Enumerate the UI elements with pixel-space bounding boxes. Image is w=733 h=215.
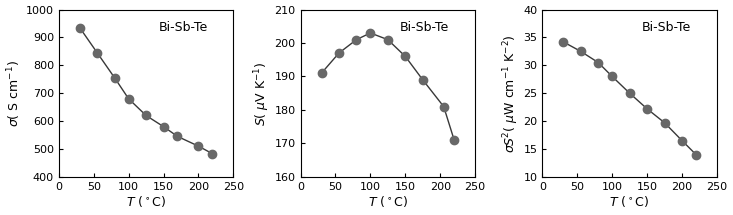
Text: Bi-Sb-Te: Bi-Sb-Te: [158, 21, 207, 34]
Y-axis label: $S$( $\mu$V K$^{-1}$): $S$( $\mu$V K$^{-1}$): [252, 61, 272, 126]
Y-axis label: $\sigma$( S cm$^{-1}$): $\sigma$( S cm$^{-1}$): [6, 60, 23, 127]
X-axis label: $T$ ($^\circ$C): $T$ ($^\circ$C): [609, 194, 650, 209]
Text: Bi-Sb-Te: Bi-Sb-Te: [642, 21, 691, 34]
X-axis label: $T$ ($^\circ$C): $T$ ($^\circ$C): [126, 194, 166, 209]
Text: Bi-Sb-Te: Bi-Sb-Te: [400, 21, 449, 34]
X-axis label: $T$ ($^\circ$C): $T$ ($^\circ$C): [368, 194, 408, 209]
Y-axis label: $\sigma$$S$$^{2}$( $\mu$W cm$^{-1}$ K$^{-2}$): $\sigma$$S$$^{2}$( $\mu$W cm$^{-1}$ K$^{…: [501, 34, 520, 153]
